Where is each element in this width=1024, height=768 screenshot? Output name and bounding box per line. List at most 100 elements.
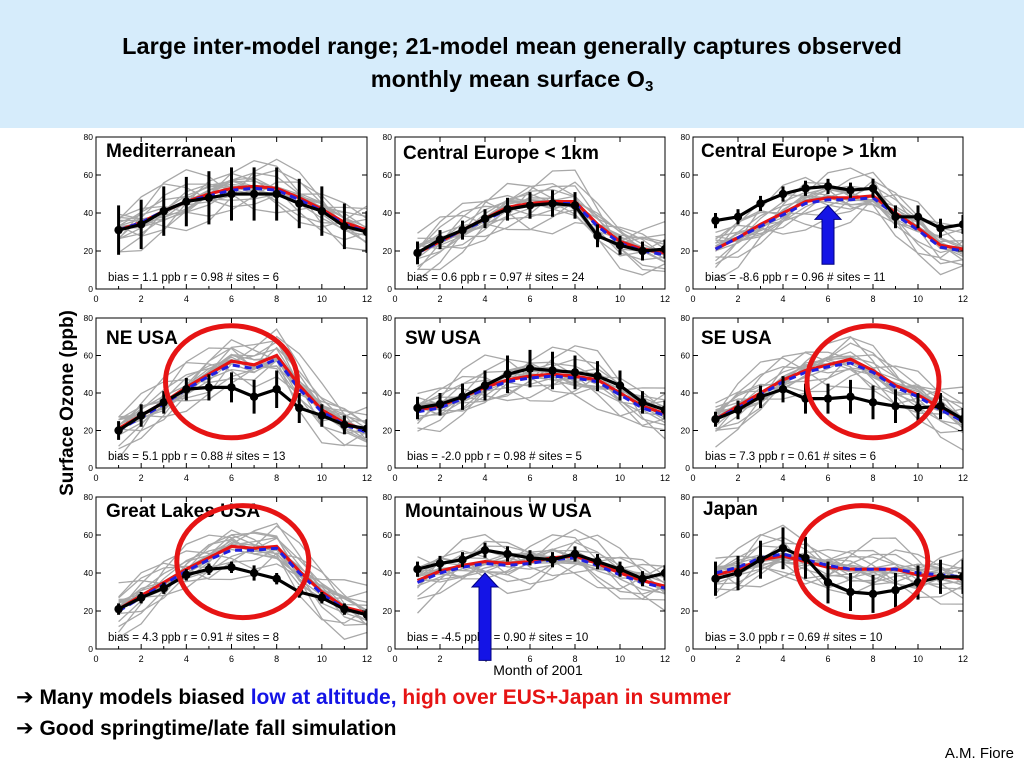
individual-model-line: [417, 375, 665, 411]
model-median-line: [117, 357, 367, 434]
x-tick-label: 0: [392, 473, 397, 483]
observation-point: [272, 189, 281, 199]
observation-point: [503, 370, 512, 379]
x-tick-label: 12: [660, 654, 670, 664]
observation-point: [204, 193, 214, 202]
individual-model-line: [417, 199, 665, 255]
model-median-line: [714, 361, 963, 423]
observation-point: [249, 568, 259, 578]
bullet-1-text-b: low at altitude,: [250, 686, 403, 709]
x-tick-label: 8: [572, 294, 577, 304]
observation-point: [823, 578, 833, 587]
individual-model-line: [118, 346, 367, 450]
observation-point: [227, 563, 236, 572]
x-tick-label: 8: [274, 473, 279, 483]
observation-point: [182, 385, 191, 394]
observation-point: [846, 587, 855, 597]
individual-model-line: [118, 361, 367, 434]
y-tick-label: 0: [88, 284, 93, 294]
plot-area: [711, 335, 963, 451]
observation-point: [435, 400, 445, 409]
x-tick-label: 2: [437, 294, 442, 304]
x-tick-label: 12: [362, 473, 372, 483]
plot-area: [413, 345, 665, 440]
panel-central-europe-1km: 0 2 4 6 8 10 12 0 20 40 60 80 bias = 0.6 ppb r = 0.9…: [383, 132, 670, 304]
observation-point: [913, 212, 923, 221]
observation-point: [548, 555, 557, 564]
highlight-circle: [174, 503, 312, 621]
plot-area: [413, 169, 665, 281]
y-tick-label: 0: [685, 644, 690, 654]
observation-point: [159, 584, 168, 593]
observation-point: [638, 246, 647, 256]
x-tick-label: 6: [825, 294, 830, 304]
observation-point: [159, 206, 168, 216]
individual-model-line: [417, 182, 665, 276]
panel-stats: bias = -2.0 ppb r = 0.98 # sites = 5: [407, 451, 582, 463]
individual-model-line: [715, 195, 963, 252]
individual-model-line: [118, 177, 367, 241]
observation-point: [778, 189, 788, 199]
y-tick-label: 0: [685, 463, 690, 473]
y-tick-label: 40: [681, 568, 691, 578]
observation-point: [570, 368, 580, 377]
observation-point: [227, 189, 236, 199]
observation-point: [756, 392, 765, 401]
x-tick-label: 8: [870, 473, 875, 483]
x-tick-label: 10: [317, 473, 327, 483]
x-tick-label: 10: [913, 294, 923, 304]
y-tick-label: 0: [387, 644, 392, 654]
observation-point: [868, 398, 878, 407]
x-tick-label: 0: [690, 473, 695, 483]
arrow-right-icon: ➔: [16, 686, 34, 709]
observation-point: [114, 225, 123, 235]
y-tick-label: 80: [383, 313, 393, 323]
individual-model-line: [118, 354, 367, 435]
x-tick-label: 0: [93, 654, 98, 664]
individual-model-line: [417, 197, 665, 257]
observation-point: [340, 420, 349, 430]
observation-point: [249, 189, 259, 199]
x-tick-label: 6: [527, 654, 532, 664]
x-tick-label: 2: [735, 294, 740, 304]
y-tick-label: 60: [383, 530, 393, 540]
observation-point: [204, 565, 214, 574]
title-banner: Large inter-model range; 21-model mean g…: [0, 0, 1024, 128]
panel-stats: bias = 1.1 ppb r = 0.98 # sites = 6: [108, 272, 279, 284]
arrow-right-icon: ➔: [16, 717, 34, 740]
panel-title: NE USA: [106, 328, 178, 349]
observation-point: [958, 220, 963, 229]
x-tick-label: 8: [572, 654, 577, 664]
y-tick-label: 60: [84, 170, 94, 180]
x-tick-label: 4: [780, 654, 785, 664]
observation-point: [733, 212, 743, 221]
x-tick-label: 2: [139, 654, 144, 664]
up-arrow-icon: [470, 572, 500, 661]
observation-point: [458, 555, 467, 564]
y-tick-label: 0: [387, 284, 392, 294]
x-tick-label: 12: [660, 473, 670, 483]
title-subscript: 3: [644, 78, 654, 95]
individual-model-line: [417, 370, 665, 416]
observation-point: [593, 557, 602, 566]
observation-point: [204, 383, 214, 392]
y-tick-label: 40: [681, 388, 691, 398]
observation-point: [340, 604, 349, 614]
observation-point: [458, 392, 467, 401]
y-tick-label: 80: [681, 492, 691, 502]
y-tick-label: 20: [681, 606, 691, 616]
panel-title: SE USA: [701, 328, 772, 349]
observation-point: [413, 248, 422, 258]
individual-model-line: [118, 550, 367, 612]
x-tick-label: 8: [572, 473, 577, 483]
observation-point: [846, 392, 855, 401]
individual-model-line: [715, 367, 963, 423]
model-mean-line: [117, 544, 367, 615]
bullet-point-2: ➔ Good springtime/late fall simulation: [16, 716, 397, 741]
y-tick-label: 40: [383, 388, 393, 398]
panel-stats: bias = -8.6 ppb r = 0.96 # sites = 11: [705, 272, 885, 284]
highlight-circle: [793, 503, 931, 621]
observation-point: [778, 544, 788, 553]
individual-model-line: [118, 534, 367, 628]
